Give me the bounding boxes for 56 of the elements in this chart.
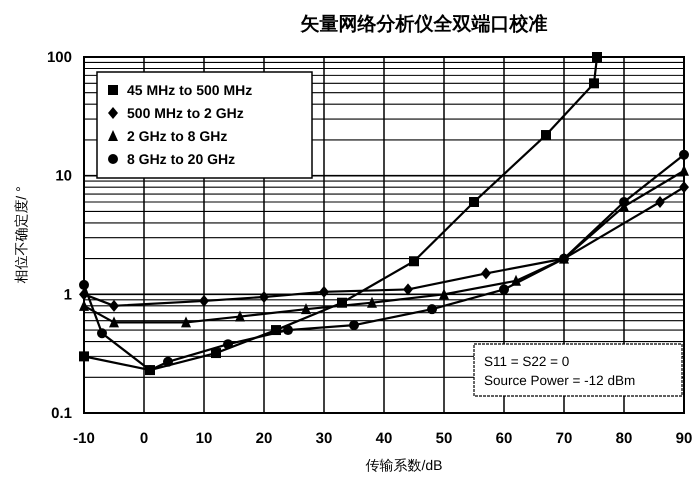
point	[349, 320, 359, 330]
x-tick-label: 60	[496, 430, 512, 447]
point	[541, 130, 551, 140]
point	[259, 290, 269, 303]
point	[403, 283, 413, 296]
y-tick-label: 0.1	[51, 405, 72, 422]
x-tick-label: 20	[256, 430, 272, 447]
annotation: S11 = S22 = 0	[484, 354, 570, 369]
point	[199, 294, 209, 307]
chart-title: 矢量网络分析仪全双端口校准	[300, 13, 548, 35]
y-tick-label: 100	[46, 49, 72, 66]
point	[679, 150, 689, 160]
point	[679, 181, 689, 194]
x-axis-title: 传输系数/dB	[365, 457, 443, 473]
y-tick-label: 10	[55, 168, 72, 185]
x-tick-label: -10	[73, 430, 95, 447]
point	[283, 325, 293, 336]
point	[181, 316, 191, 328]
point	[619, 196, 629, 207]
y-axis-title: 相位不确定度/ °	[13, 186, 29, 284]
x-tick-label: 80	[616, 430, 632, 447]
x-tick-label: 30	[316, 430, 332, 447]
legend-label: 45 MHz to 500 MHz	[127, 82, 252, 98]
x-tick-label: 70	[556, 430, 572, 447]
y-tick-label: 1	[64, 286, 72, 304]
x-tick-label: 90	[676, 430, 692, 447]
point	[439, 288, 449, 300]
x-tick-label: 0	[140, 430, 148, 447]
point	[469, 196, 479, 207]
point	[301, 303, 311, 314]
x-tick-label: 10	[196, 430, 212, 447]
point	[79, 351, 89, 362]
legend-label: 2 GHz to 8 GHz	[127, 128, 228, 144]
point	[592, 52, 602, 62]
point	[367, 296, 377, 308]
legend-label: 500 MHz to 2 GHz	[127, 105, 244, 121]
point	[97, 328, 107, 338]
point	[235, 310, 245, 322]
point	[79, 280, 89, 290]
note: S11 = S22 = 0 Source Power = -12 dBm	[473, 343, 683, 397]
point	[109, 316, 119, 328]
point	[427, 304, 437, 314]
point	[481, 267, 491, 280]
x-tick-label: 40	[376, 430, 392, 447]
point	[499, 284, 509, 294]
point	[223, 339, 233, 350]
point	[109, 300, 119, 312]
point	[589, 78, 599, 88]
point	[409, 256, 419, 266]
point	[211, 348, 221, 358]
annotation: Source Power = -12 dBm	[484, 373, 636, 388]
legend-label: 8 GHz to 20 GHz	[127, 151, 236, 167]
x-tick-label: 50	[436, 430, 452, 447]
point	[655, 196, 665, 208]
point	[163, 356, 173, 367]
point	[319, 286, 329, 298]
